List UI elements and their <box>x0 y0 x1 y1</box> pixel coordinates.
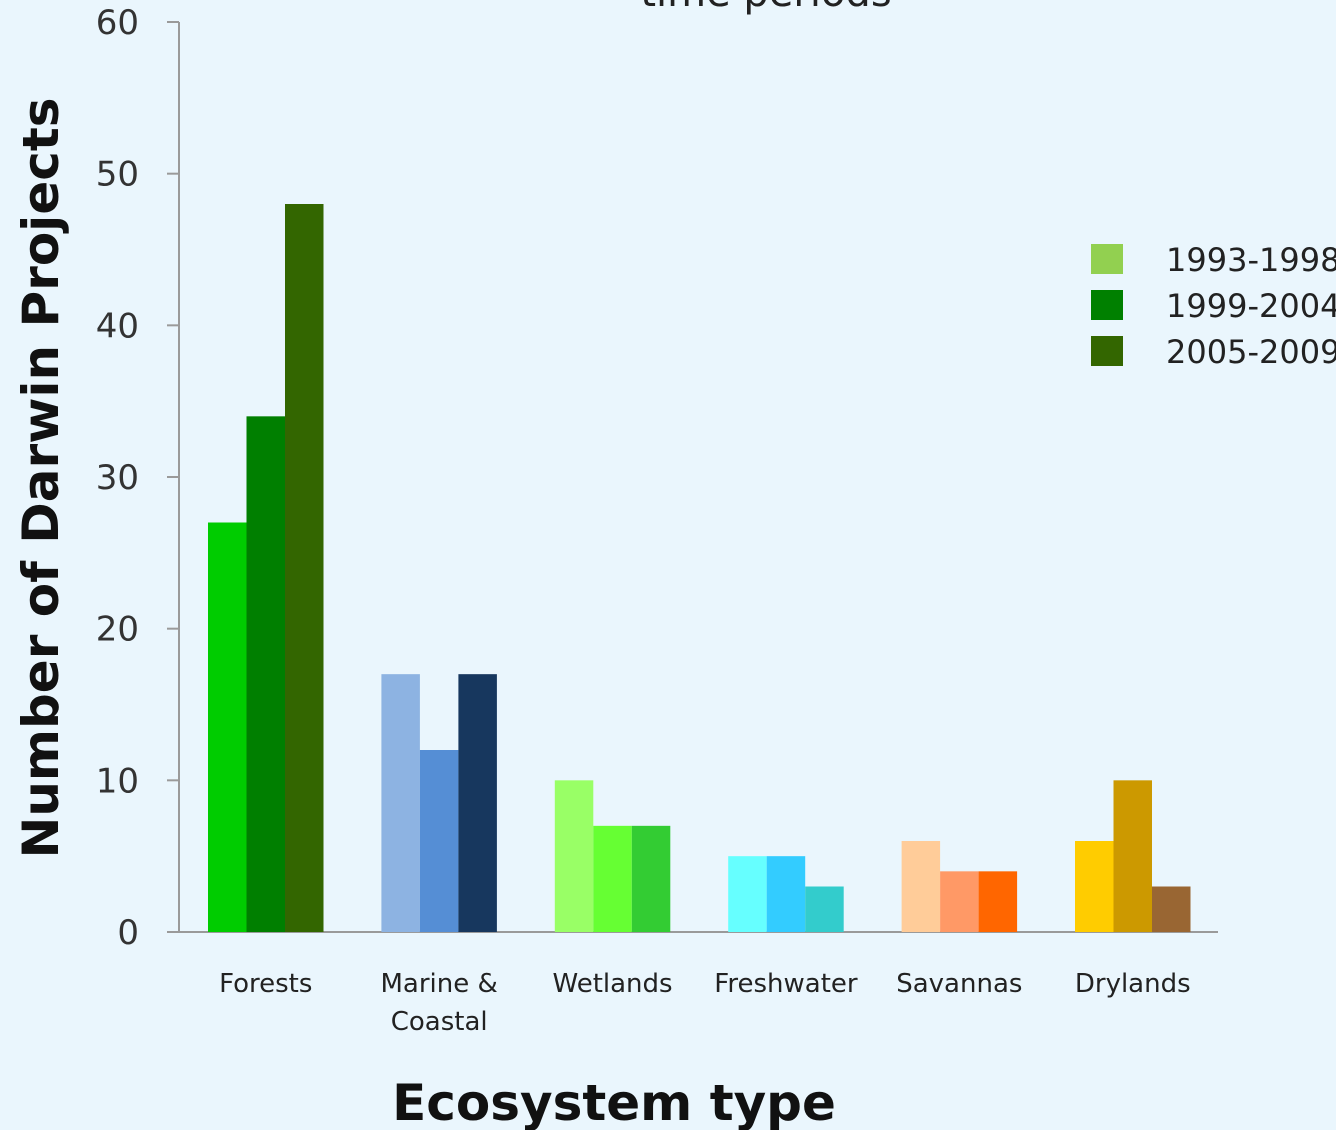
bars <box>208 204 1191 932</box>
y-tick-label: 40 <box>96 306 139 346</box>
x-tick-label: Savannas <box>896 969 1022 999</box>
bar <box>419 750 459 932</box>
x-tick-label: Marine & Coastal <box>381 969 498 1037</box>
x-tick-labels: Forests Marine & Coastal Wetlands Freshwater… <box>219 969 1191 1037</box>
y-tick-label: 0 <box>117 913 139 953</box>
bar <box>381 674 420 932</box>
legend-label: 2005-2009 <box>1166 333 1336 371</box>
legend-label: 1993-1998 <box>1166 241 1336 279</box>
bar <box>593 825 632 932</box>
bar <box>458 674 497 932</box>
bar <box>285 204 324 932</box>
y-tick-label: 10 <box>96 761 139 801</box>
axes: 0 10 20 30 40 50 60 <box>96 3 1218 953</box>
x-tick-label: Wetlands <box>553 969 673 999</box>
y-tick-label: 30 <box>96 458 139 498</box>
bar <box>728 856 767 932</box>
chart-title: time periods <box>640 0 891 16</box>
bar <box>940 871 979 932</box>
legend: 1993-1998 1999-2004 2005-2009 <box>1091 241 1336 371</box>
x-tick-label: Drylands <box>1075 969 1191 999</box>
bar <box>978 871 1018 932</box>
x-tick-label: Forests <box>219 969 312 999</box>
bar <box>766 856 806 932</box>
y-tick-label: 50 <box>96 155 139 195</box>
bar <box>208 522 247 932</box>
y-tick-label: 20 <box>96 610 139 650</box>
legend-swatch <box>1091 244 1123 274</box>
y-tick-label: 60 <box>96 3 139 43</box>
legend-swatch <box>1091 336 1123 366</box>
bar <box>1152 886 1191 932</box>
bar <box>805 886 844 932</box>
bar <box>554 780 594 932</box>
bar <box>246 416 285 932</box>
y-axis-label: Number of Darwin Projects <box>12 97 70 858</box>
legend-label: 1999-2004 <box>1166 287 1336 325</box>
x-tick-label: Freshwater <box>714 969 858 999</box>
bar <box>631 825 671 932</box>
x-axis-label: Ecosystem type <box>392 1074 836 1130</box>
bar <box>1113 780 1152 932</box>
legend-swatch <box>1091 290 1123 320</box>
bar <box>1075 841 1114 932</box>
bar <box>901 841 941 932</box>
